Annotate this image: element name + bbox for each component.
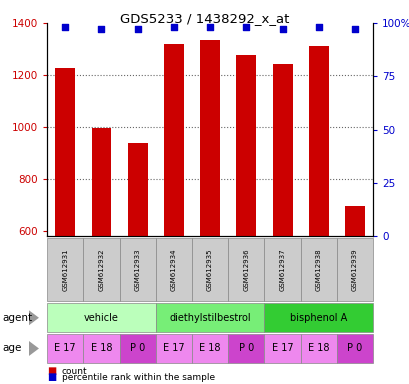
Text: agent: agent xyxy=(2,313,32,323)
Point xyxy=(98,26,105,33)
Text: GDS5233 / 1438292_x_at: GDS5233 / 1438292_x_at xyxy=(120,12,289,25)
Bar xyxy=(55,68,75,236)
Bar xyxy=(236,55,256,236)
Text: P 0: P 0 xyxy=(346,343,362,354)
Text: E 18: E 18 xyxy=(90,343,112,354)
Text: bisphenol A: bisphenol A xyxy=(290,313,346,323)
Point xyxy=(62,24,68,30)
Text: age: age xyxy=(2,343,21,354)
Text: GSM612931: GSM612931 xyxy=(62,248,68,291)
Text: E 17: E 17 xyxy=(163,343,184,354)
Text: count: count xyxy=(61,367,87,376)
Bar xyxy=(272,64,292,236)
Text: GSM612937: GSM612937 xyxy=(279,248,285,291)
Point xyxy=(134,26,141,33)
Point xyxy=(279,26,285,33)
Text: E 17: E 17 xyxy=(271,343,293,354)
Point xyxy=(315,24,321,30)
Text: E 17: E 17 xyxy=(54,343,76,354)
Text: GSM612939: GSM612939 xyxy=(351,248,357,291)
Text: ■: ■ xyxy=(47,366,56,376)
Text: E 18: E 18 xyxy=(307,343,329,354)
Text: GSM612935: GSM612935 xyxy=(207,248,213,291)
Point xyxy=(243,24,249,30)
Point xyxy=(351,26,357,33)
Bar xyxy=(91,127,111,236)
Polygon shape xyxy=(29,310,39,325)
Text: P 0: P 0 xyxy=(238,343,253,354)
Text: GSM612938: GSM612938 xyxy=(315,248,321,291)
Bar xyxy=(308,46,328,236)
Point xyxy=(170,24,177,30)
Point xyxy=(207,24,213,30)
Text: GSM612932: GSM612932 xyxy=(98,248,104,291)
Text: percentile rank within the sample: percentile rank within the sample xyxy=(61,373,214,382)
Text: E 18: E 18 xyxy=(199,343,220,354)
Text: vehicle: vehicle xyxy=(84,313,119,323)
Text: GSM612934: GSM612934 xyxy=(171,248,176,291)
Bar xyxy=(344,206,364,236)
Text: P 0: P 0 xyxy=(130,343,145,354)
Text: ■: ■ xyxy=(47,372,56,382)
Text: GSM612936: GSM612936 xyxy=(243,248,249,291)
Text: GSM612933: GSM612933 xyxy=(135,248,140,291)
Bar xyxy=(164,44,183,236)
Bar xyxy=(128,143,147,236)
Bar xyxy=(200,40,220,236)
Text: diethylstilbestrol: diethylstilbestrol xyxy=(169,313,250,323)
Polygon shape xyxy=(29,341,39,356)
